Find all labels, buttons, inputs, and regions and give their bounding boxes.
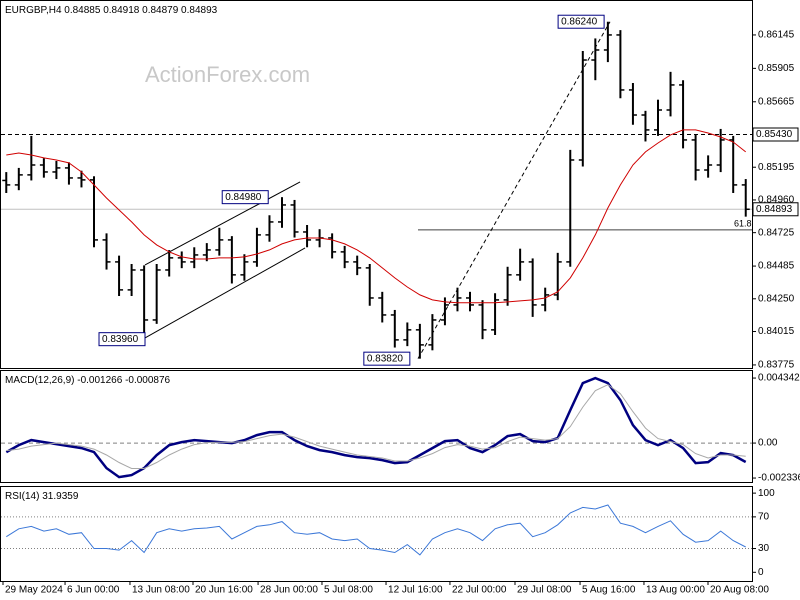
x-tick-label: 20 Aug 08:00 xyxy=(710,585,769,596)
level-label: 0.85430 xyxy=(756,129,793,140)
panel-frame xyxy=(0,486,753,582)
x-tick-label: 22 Jul 00:00 xyxy=(452,585,507,596)
y-tick-label: 0.86145 xyxy=(758,30,795,41)
x-tick-label: 13 Jun 08:00 xyxy=(132,585,190,596)
x-tick-label: 29 Jul 08:00 xyxy=(517,585,572,596)
panel-title-name: EURGBP,H4 0.84885 0.84918 0.84879 0.8489… xyxy=(5,5,218,16)
series-line xyxy=(6,129,747,304)
y-tick-label: 0.85665 xyxy=(758,96,795,107)
y-tick-label: 0.84015 xyxy=(758,326,795,337)
annotation-box xyxy=(363,351,411,366)
y-tick-label: -0.002336 xyxy=(758,473,800,484)
y-tick-label: 0.004342 xyxy=(758,373,800,384)
trendline xyxy=(417,21,611,359)
x-tick-label: 5 Aug 16:00 xyxy=(582,585,636,596)
level-box xyxy=(752,202,799,217)
y-tick-label: 0.84485 xyxy=(758,261,795,272)
series-line xyxy=(6,504,746,556)
x-tick-label: 20 Jun 16:00 xyxy=(195,585,253,596)
annotation-label: 0.83820 xyxy=(367,353,404,364)
annotation-box xyxy=(98,332,146,347)
level-label: 61.8 xyxy=(734,218,752,228)
panel-title-name: MACD(12,26,9) xyxy=(5,375,74,386)
trendline xyxy=(144,181,301,266)
y-tick-label: 0.00 xyxy=(758,438,778,449)
annotation-label: 0.83960 xyxy=(102,334,139,345)
annotation-label: 0.84980 xyxy=(225,192,262,203)
y-tick-label: 0.85195 xyxy=(758,162,795,173)
annotation-box xyxy=(557,14,605,29)
panel-frame xyxy=(0,0,753,369)
y-tick-label: 0.85905 xyxy=(758,63,795,74)
panel-title: RSI(14) 31.9359 xyxy=(5,491,79,502)
x-tick-label: 13 Aug 00:00 xyxy=(646,585,705,596)
trendline xyxy=(144,247,306,339)
panel-title: EURGBP,H4 0.84885 0.84918 0.84879 0.8489… xyxy=(5,5,218,16)
y-tick-label: 0 xyxy=(758,567,764,578)
x-tick-label: 12 Jul 16:00 xyxy=(388,585,443,596)
panel-title-value: -0.001266 xyxy=(77,375,122,386)
x-tick-label: 29 May 2024 xyxy=(5,585,63,596)
x-tick-label: 5 Jul 08:00 xyxy=(324,585,373,596)
y-tick-label: 100 xyxy=(758,488,775,499)
panel-title-value: -0.000876 xyxy=(125,375,170,386)
y-tick-label: 0.84725 xyxy=(758,227,795,238)
annotation-box xyxy=(221,190,269,205)
series-line xyxy=(6,384,746,469)
level-box xyxy=(752,127,799,142)
panel-frame xyxy=(0,370,753,483)
y-tick-label: 0.84960 xyxy=(758,195,795,206)
series-line xyxy=(5,376,747,479)
panel-title: MACD(12,26,9) -0.001266 -0.000876 xyxy=(5,375,171,386)
y-tick-label: 30 xyxy=(758,543,770,554)
y-tick-label: 70 xyxy=(758,512,770,523)
y-tick-label: 0.83775 xyxy=(758,360,795,371)
panel-title-name: RSI(14) xyxy=(5,491,39,502)
watermark: ActionForex.com xyxy=(145,62,310,87)
panel-title-value: 31.9359 xyxy=(42,491,79,502)
x-tick-label: 6 Jun 00:00 xyxy=(67,585,120,596)
y-tick-label: 0.84250 xyxy=(758,293,795,304)
annotation-label: 0.86240 xyxy=(561,16,598,27)
x-tick-label: 28 Jun 00:00 xyxy=(260,585,318,596)
level-label: 0.84893 xyxy=(756,204,793,215)
